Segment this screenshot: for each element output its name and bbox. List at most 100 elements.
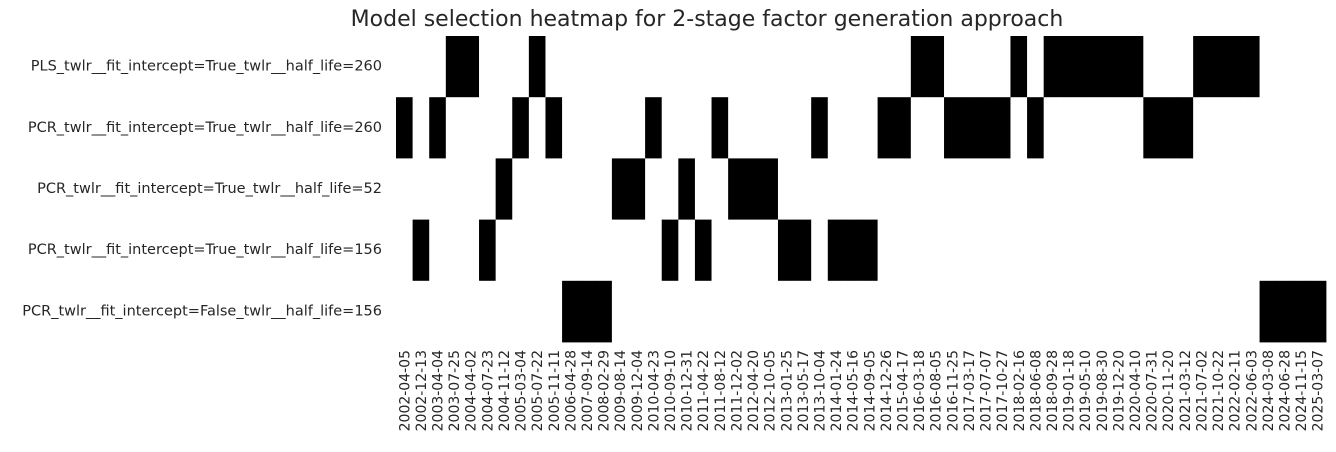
heatmap-cell (993, 97, 1011, 159)
heatmap-cell (977, 219, 995, 282)
heatmap-cell (877, 280, 895, 343)
heatmap-cell (1043, 158, 1061, 220)
heatmap-cell (1027, 158, 1045, 220)
heatmap-cell (877, 36, 895, 98)
x-tick-label: 2017-03-17 (962, 350, 978, 431)
heatmap-cell (1076, 97, 1094, 159)
heatmap-cell (1276, 219, 1294, 282)
heatmap-cell (1143, 97, 1161, 159)
heatmap-cell (977, 280, 995, 343)
heatmap-cell (894, 219, 912, 282)
heatmap-cell (1110, 219, 1128, 282)
x-tick-label: 2024-11-15 (1294, 350, 1310, 431)
heatmap-cell (777, 219, 795, 282)
heatmap-cell (1292, 36, 1310, 98)
heatmap-cell (744, 97, 762, 159)
heatmap-cell (744, 158, 762, 220)
heatmap-cell (479, 158, 497, 220)
x-tick-label: 2004-07-23 (480, 350, 496, 431)
heatmap-cell (1193, 280, 1211, 343)
heatmap-cell (1176, 36, 1194, 98)
heatmap-cell (944, 280, 962, 343)
heatmap-cell (628, 158, 646, 220)
heatmap-cell (728, 158, 746, 220)
heatmap-cell (645, 36, 663, 98)
heatmap-cell (611, 280, 629, 343)
heatmap-cell (1010, 97, 1028, 159)
heatmap-cell (545, 219, 563, 282)
heatmap-cell (844, 158, 862, 220)
heatmap-cell (1176, 280, 1194, 343)
heatmap-cell (645, 280, 663, 343)
heatmap-cell (1043, 36, 1061, 98)
heatmap-cell (1010, 36, 1028, 98)
heatmap-cell (396, 36, 414, 98)
heatmap-cell (645, 97, 663, 159)
x-tick-label: 2022-06-03 (1244, 350, 1260, 431)
heatmap-cell (744, 280, 762, 343)
heatmap-cell (1193, 158, 1211, 220)
y-tick-label: PCR_twlr__fit_intercept=True_twlr__half_… (28, 242, 382, 258)
x-tick-label: 2007-09-14 (580, 350, 596, 431)
x-tick-label: 2005-07-22 (530, 350, 546, 431)
heatmap-cell (761, 280, 779, 343)
heatmap-cell (495, 36, 513, 98)
heatmap-cell (578, 219, 596, 282)
heatmap-cell (1276, 97, 1294, 159)
heatmap-cell (528, 219, 546, 282)
heatmap-cell (1143, 219, 1161, 282)
heatmap-cell (827, 219, 845, 282)
x-tick-label: 2010-09-10 (663, 350, 679, 431)
heatmap-cell (827, 280, 845, 343)
heatmap-cell (1076, 219, 1094, 282)
heatmap-cell (728, 280, 746, 343)
heatmap-cell (993, 158, 1011, 220)
x-tick-label: 2019-12-20 (1111, 350, 1127, 431)
x-tick-label: 2017-07-07 (979, 350, 995, 431)
heatmap-cell (1292, 280, 1310, 343)
heatmap-cell (694, 36, 712, 98)
heatmap-cell (811, 97, 829, 159)
x-tick-label: 2013-01-25 (779, 350, 795, 431)
heatmap-cell (728, 219, 746, 282)
heatmap-cell (1110, 158, 1128, 220)
x-tick-label: 2017-10-27 (995, 350, 1011, 431)
heatmap-cell (794, 158, 812, 220)
heatmap-cell (861, 158, 879, 220)
heatmap-cell (495, 158, 513, 220)
x-tick-label: 2021-03-12 (1178, 350, 1194, 431)
x-tick-label: 2016-08-05 (929, 350, 945, 431)
heatmap-cell (1242, 97, 1260, 159)
x-tick-label: 2010-04-23 (646, 350, 662, 431)
heatmap-cell (1093, 97, 1111, 159)
x-tick-label: 2006-04-28 (563, 350, 579, 431)
heatmap-cell (1309, 97, 1327, 159)
heatmap-cell (1043, 219, 1061, 282)
heatmap-cell (462, 97, 480, 159)
x-tick-label: 2013-05-17 (796, 350, 812, 431)
heatmap-cell (545, 280, 563, 343)
x-tick-label: 2011-12-02 (729, 350, 745, 431)
heatmap-cell (1126, 280, 1144, 343)
x-tick-label: 2005-03-04 (514, 350, 530, 431)
heatmap-cell (827, 36, 845, 98)
x-tick-label: 2018-06-08 (1028, 350, 1044, 431)
heatmap-cell (694, 219, 712, 282)
heatmap-cell (628, 36, 646, 98)
heatmap-cell (445, 36, 463, 98)
heatmap-cell (1110, 36, 1128, 98)
heatmap-cell (528, 36, 546, 98)
heatmap-cell (1159, 219, 1177, 282)
heatmap-cell (1027, 219, 1045, 282)
heatmap-cell (1010, 158, 1028, 220)
heatmap-cell (1093, 280, 1111, 343)
x-tick-label: 2014-05-16 (846, 350, 862, 431)
heatmap-cell (611, 36, 629, 98)
heatmap-cell (861, 280, 879, 343)
heatmap-cell (396, 158, 414, 220)
heatmap-cell (1010, 280, 1028, 343)
heatmap-cell (412, 219, 430, 282)
heatmap-cell (562, 97, 580, 159)
heatmap-cell (1309, 36, 1327, 98)
